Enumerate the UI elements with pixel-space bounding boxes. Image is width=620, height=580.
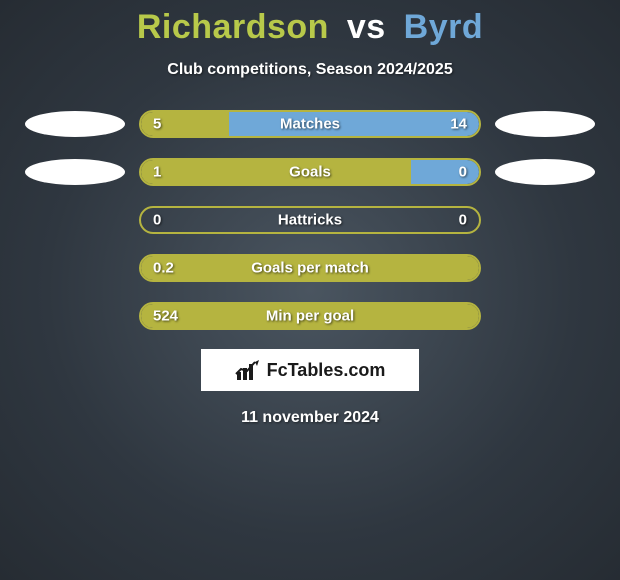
stat-bar: 0.2 Goals per match [139, 254, 481, 282]
right-ellipse-slot [495, 205, 595, 235]
player1-marker [25, 159, 125, 185]
subtitle: Club competitions, Season 2024/2025 [0, 61, 620, 79]
stat-row: 0.2 Goals per match [0, 253, 620, 283]
player1-name: Richardson [137, 8, 329, 46]
stat-row: 0 0 Hattricks [0, 205, 620, 235]
stat-value-right: 0 [459, 164, 467, 181]
right-ellipse-slot [495, 157, 595, 187]
stat-row: 524 Min per goal [0, 301, 620, 331]
stat-label: Matches [280, 116, 340, 133]
stat-bar: 1 0 Goals [139, 158, 481, 186]
right-ellipse-slot [495, 301, 595, 331]
stat-row: 1 0 Goals [0, 157, 620, 187]
player2-marker [495, 159, 595, 185]
vs-text: vs [347, 8, 386, 46]
stat-value-left: 0 [153, 212, 161, 229]
stat-bar: 5 14 Matches [139, 110, 481, 138]
player1-marker [25, 111, 125, 137]
bar-fill-right [411, 160, 479, 184]
left-ellipse-slot [25, 157, 125, 187]
bar-fill-right [229, 112, 479, 136]
stat-label: Goals per match [251, 260, 369, 277]
stat-value-left: 524 [153, 308, 178, 325]
left-ellipse-slot [25, 109, 125, 139]
bar-fill-left [141, 160, 411, 184]
stat-row: 5 14 Matches [0, 109, 620, 139]
stat-label: Goals [289, 164, 331, 181]
comparison-card: Richardson vs Byrd Club competitions, Se… [0, 0, 620, 427]
player2-marker [495, 111, 595, 137]
left-ellipse-slot [25, 301, 125, 331]
left-ellipse-slot [25, 253, 125, 283]
stat-rows: 5 14 Matches 1 0 Goals 0 0 Hattricks 0.2 Goals per… [0, 109, 620, 331]
stat-bar: 524 Min per goal [139, 302, 481, 330]
stat-value-right: 14 [450, 116, 467, 133]
right-ellipse-slot [495, 109, 595, 139]
page-title: Richardson vs Byrd [0, 8, 620, 47]
date-text: 11 november 2024 [0, 409, 620, 427]
stat-value-left: 1 [153, 164, 161, 181]
logo-text: FcTables.com [267, 360, 386, 381]
stat-value-left: 0.2 [153, 260, 174, 277]
stat-bar: 0 0 Hattricks [139, 206, 481, 234]
player2-name: Byrd [404, 8, 483, 46]
stat-label: Hattricks [278, 212, 342, 229]
left-ellipse-slot [25, 205, 125, 235]
chart-icon [235, 360, 261, 380]
right-ellipse-slot [495, 253, 595, 283]
stat-label: Min per goal [266, 308, 354, 325]
stat-value-right: 0 [459, 212, 467, 229]
stat-value-left: 5 [153, 116, 161, 133]
logo-box: FcTables.com [201, 349, 419, 391]
